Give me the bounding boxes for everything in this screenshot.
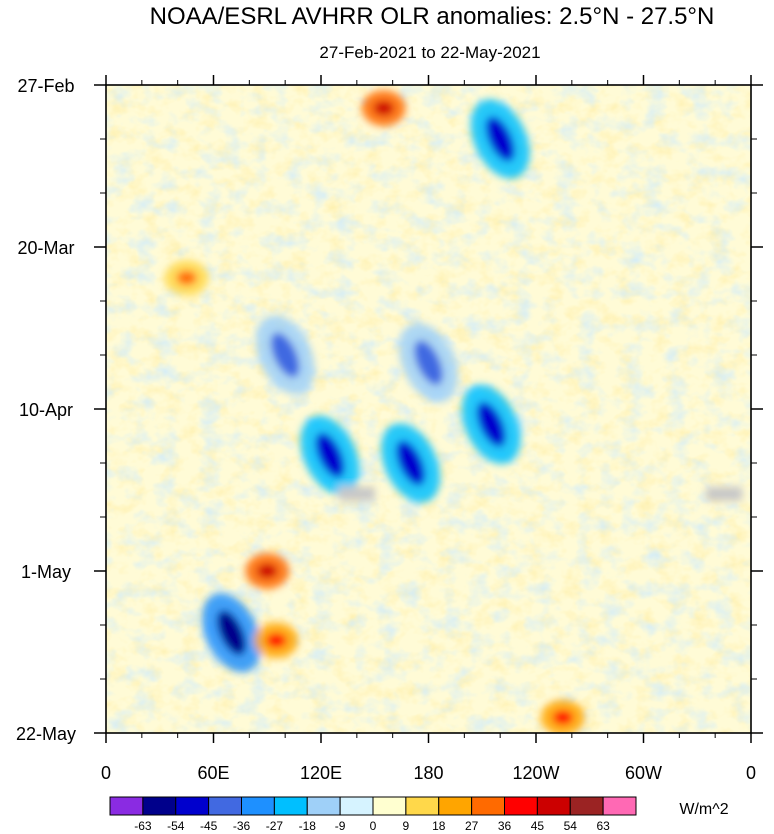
colorbar-label: 45 — [531, 819, 545, 833]
x-tick-label: 0 — [746, 763, 756, 783]
colorbar-units: W/m^2 — [679, 801, 728, 818]
x-tick-label: 0 — [101, 763, 111, 783]
colorbar-label: -36 — [233, 819, 251, 833]
negative-anomaly-core — [476, 402, 506, 447]
x-tick-label: 120W — [512, 763, 559, 783]
y-axis: 27-Feb 20-Mar 10-Apr 1-May 22-May — [16, 76, 763, 744]
positive-anomaly-core — [266, 633, 287, 648]
colorbar-swatch — [339, 796, 374, 816]
positive-anomaly-core — [176, 270, 197, 285]
missing-data-patch — [338, 486, 375, 501]
colorbar-label: 54 — [564, 819, 578, 833]
colorbar-swatch — [273, 796, 308, 816]
positive-anomaly-core — [373, 101, 394, 116]
colorbar-label: -27 — [266, 819, 284, 833]
colorbar-label: -45 — [200, 819, 218, 833]
colorbar-label: -18 — [299, 819, 317, 833]
colorbar-swatch — [241, 796, 275, 816]
colorbar-label: 27 — [465, 819, 479, 833]
x-axis: 0 60E 120E 180 120W 60W 0 — [101, 75, 756, 783]
colorbar-swatch — [471, 796, 505, 816]
colorbar-label: 36 — [498, 819, 512, 833]
negative-anomaly-core — [396, 440, 425, 486]
positive-anomaly-core — [552, 710, 573, 725]
negative-anomaly-core — [217, 610, 246, 655]
negative-anomaly-core — [315, 433, 345, 478]
colorbar-label: 0 — [370, 819, 377, 833]
colorbar-label: -54 — [167, 819, 185, 833]
colorbar-swatch — [306, 796, 341, 816]
plot-area — [106, 85, 751, 733]
x-tick-label: 60W — [625, 763, 662, 783]
missing-data-patch — [706, 486, 743, 501]
negative-anomaly-core — [270, 332, 300, 378]
colorbar-swatch — [372, 796, 407, 816]
y-tick-label: 1-May — [21, 562, 71, 582]
negative-noise-field — [106, 85, 751, 733]
negative-anomaly-core — [485, 116, 515, 162]
colorbar-swatch — [536, 796, 571, 816]
colorbar-swatch — [602, 796, 637, 816]
y-tick-label: 27-Feb — [17, 76, 74, 96]
y-tick-label: 22-May — [16, 724, 76, 744]
colorbar-label: -9 — [335, 819, 346, 833]
x-tick-label: 60E — [197, 763, 229, 783]
chart-title: NOAA/ESRL AVHRR OLR anomalies: 2.5°N - 2… — [150, 3, 715, 30]
colorbar-swatch — [109, 796, 144, 816]
colorbar-swatch — [142, 796, 177, 816]
colorbar-label: 63 — [596, 819, 610, 833]
chart-subtitle: 27-Feb-2021 to 22-May-2021 — [319, 43, 540, 62]
colorbar-label: 18 — [432, 819, 446, 833]
colorbar-swatch — [175, 796, 210, 816]
colorbar-swatch — [208, 796, 242, 816]
colorbar: -63 -54 -45 -36 -27 -18 -9 0 9 18 27 36 45 54 63 W/m^2 — [109, 796, 729, 833]
colorbar-swatch — [569, 796, 604, 816]
colorbar-swatch — [438, 796, 473, 816]
colorbar-label: -63 — [134, 819, 152, 833]
colorbar-label: 9 — [403, 819, 410, 833]
y-tick-label: 10-Apr — [19, 400, 73, 420]
negative-anomaly-core — [414, 340, 443, 385]
colorbar-swatch — [504, 796, 538, 816]
colorbar-swatch — [405, 796, 440, 816]
x-tick-label: 120E — [300, 763, 342, 783]
y-tick-label: 20-Mar — [17, 238, 74, 258]
x-tick-label: 180 — [413, 763, 443, 783]
positive-anomaly-core — [257, 564, 278, 578]
